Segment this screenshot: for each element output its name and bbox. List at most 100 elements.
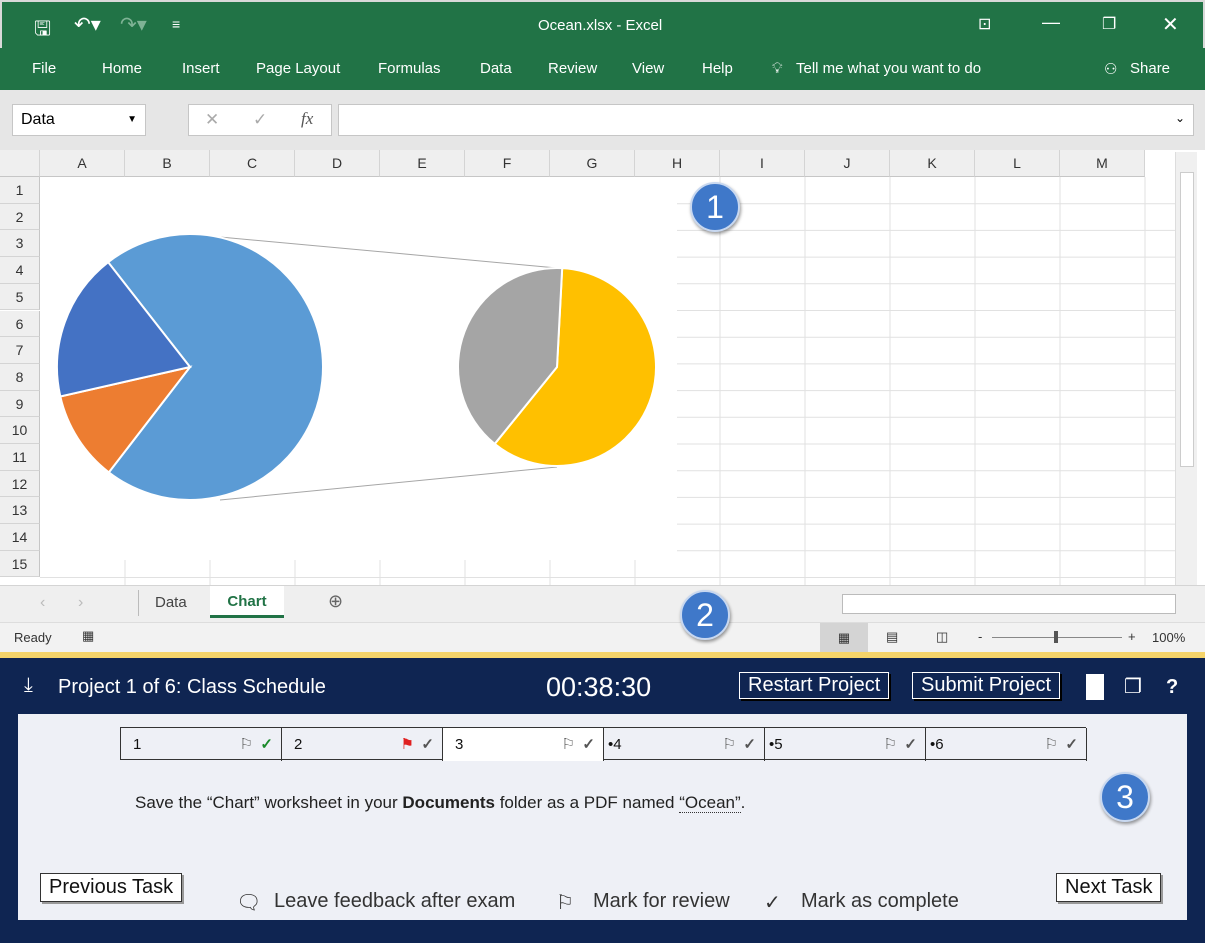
tab-file[interactable]: File xyxy=(32,60,57,77)
close-icon[interactable]: ✕ xyxy=(1162,14,1179,36)
row-header-15[interactable]: 15 xyxy=(0,550,40,578)
page-layout-view-icon[interactable]: ▤ xyxy=(886,629,899,644)
leave-feedback-button[interactable]: Leave feedback after exam xyxy=(274,890,516,912)
macro-icon[interactable]: ▦ xyxy=(82,628,95,643)
column-header-M[interactable]: M xyxy=(1060,150,1145,177)
page-break-view-icon[interactable]: ◫ xyxy=(936,629,949,644)
flag-icon[interactable]: ⚐ xyxy=(722,736,736,753)
sheet-tab-chart[interactable]: Chart xyxy=(210,586,284,618)
column-header-I[interactable]: I xyxy=(720,150,805,177)
formula-input[interactable]: ⌄ xyxy=(338,104,1194,136)
undo-icon[interactable]: ↶▾ xyxy=(74,14,101,36)
tab-insert[interactable]: Insert xyxy=(182,60,220,77)
pie-of-pie-chart[interactable] xyxy=(40,177,677,560)
check-icon[interactable]: ✓ xyxy=(743,736,756,753)
row-header-12[interactable]: 12 xyxy=(0,470,40,498)
cancel-icon[interactable]: ✕ xyxy=(205,110,220,129)
redo-icon[interactable]: ↷▾ xyxy=(120,14,147,36)
task-tab-2[interactable]: 2 ⚑ ✓ xyxy=(282,728,443,761)
row-header-1[interactable]: 1 xyxy=(0,177,40,204)
scroll-thumb[interactable] xyxy=(1180,172,1194,467)
window-toggle-icon[interactable]: ❐ xyxy=(1124,676,1142,698)
row-header-8[interactable]: 8 xyxy=(0,363,40,391)
column-header-E[interactable]: E xyxy=(380,150,465,177)
tab-view[interactable]: View xyxy=(632,60,665,77)
sheet-tab-data[interactable]: Data xyxy=(155,594,187,611)
help-button[interactable]: ? xyxy=(1166,676,1179,698)
flag-icon[interactable]: ⚐ xyxy=(239,736,253,753)
check-icon[interactable]: ✓ xyxy=(764,892,781,914)
row-header-7[interactable]: 7 xyxy=(0,337,40,364)
add-sheet-icon[interactable]: ⊕ xyxy=(328,591,344,611)
save-icon[interactable]: 🖫 xyxy=(34,18,52,40)
check-icon[interactable]: ✓ xyxy=(904,736,917,753)
task-tab-1[interactable]: 1 ⚐ ✓ xyxy=(121,728,282,761)
zoom-slider[interactable] xyxy=(992,631,1122,643)
pin-icon[interactable]: ⤓ xyxy=(24,674,33,696)
column-header-F[interactable]: F xyxy=(465,150,550,177)
task-tab-4[interactable]: •4 ⚐ ✓ xyxy=(604,728,765,761)
main-pie-slice-0[interactable] xyxy=(106,233,324,501)
tab-review[interactable]: Review xyxy=(548,60,598,77)
name-box[interactable]: Data ▼ xyxy=(12,104,146,136)
row-header-13[interactable]: 13 xyxy=(0,497,40,525)
row-header-10[interactable]: 10 xyxy=(0,417,40,444)
vertical-scrollbar[interactable] xyxy=(1175,152,1197,585)
column-header-K[interactable]: K xyxy=(890,150,975,177)
next-task-button[interactable]: Next Task xyxy=(1056,873,1162,902)
tab-help[interactable]: Help xyxy=(702,60,733,77)
tab-page-layout[interactable]: Page Layout xyxy=(256,60,341,77)
zoom-out-button[interactable]: - xyxy=(978,629,983,644)
chevron-down-icon[interactable]: ▼ xyxy=(127,114,137,125)
zoom-level[interactable]: 100% xyxy=(1152,630,1186,645)
check-icon[interactable]: ✓ xyxy=(260,736,273,753)
calculator-icon[interactable] xyxy=(1086,674,1104,700)
horizontal-scrollbar[interactable] xyxy=(842,594,1176,614)
check-icon[interactable]: ✓ xyxy=(582,736,595,753)
restore-icon[interactable]: ❐ xyxy=(1102,16,1117,33)
share-button[interactable]: Share xyxy=(1130,60,1171,77)
flag-icon[interactable]: ⚐ xyxy=(883,736,897,753)
secondary-pie-slice-1[interactable] xyxy=(457,267,564,446)
flag-icon[interactable]: ⚑ xyxy=(400,736,414,753)
prev-sheet-icon[interactable]: ‹ xyxy=(40,594,46,611)
column-header-A[interactable]: A xyxy=(40,150,125,177)
mark-complete-button[interactable]: Mark as complete xyxy=(801,890,959,912)
column-header-H[interactable]: H xyxy=(635,150,720,177)
column-header-L[interactable]: L xyxy=(975,150,1060,177)
row-header-4[interactable]: 4 xyxy=(0,257,40,284)
main-pie-slice-2[interactable] xyxy=(56,260,192,398)
insert-function-icon[interactable]: fx xyxy=(301,109,314,128)
row-header-9[interactable]: 9 xyxy=(0,390,40,418)
row-header-2[interactable]: 2 xyxy=(0,203,40,231)
zoom-slider-thumb[interactable] xyxy=(1054,631,1058,643)
row-header-11[interactable]: 11 xyxy=(0,444,40,471)
column-header-C[interactable]: C xyxy=(210,150,295,177)
expand-formula-icon[interactable]: ⌄ xyxy=(1174,111,1185,125)
minimize-icon[interactable]: — xyxy=(1042,12,1060,32)
mark-for-review-button[interactable]: Mark for review xyxy=(593,890,730,912)
next-sheet-icon[interactable]: › xyxy=(78,594,84,611)
column-header-J[interactable]: J xyxy=(805,150,890,177)
customize-qat-icon[interactable]: ≡ xyxy=(172,16,181,32)
check-icon[interactable]: ✓ xyxy=(421,736,434,753)
flag-icon[interactable]: ⚐ xyxy=(1044,736,1058,753)
task-tab-3[interactable]: 3 ⚐ ✓ xyxy=(443,728,604,761)
row-header-14[interactable]: 14 xyxy=(0,524,40,551)
share-icon[interactable]: ⚇ xyxy=(1104,61,1118,78)
instruction-filename[interactable]: “Ocean” xyxy=(679,793,741,813)
enter-icon[interactable]: ✓ xyxy=(253,110,268,129)
row-header-3[interactable]: 3 xyxy=(0,230,40,258)
row-header-5[interactable]: 5 xyxy=(0,283,40,311)
check-icon[interactable]: ✓ xyxy=(1065,736,1078,753)
chart-area[interactable] xyxy=(40,177,677,560)
tab-formulas[interactable]: Formulas xyxy=(378,60,441,77)
column-header-D[interactable]: D xyxy=(295,150,380,177)
ribbon-display-icon[interactable]: ⊡ xyxy=(978,16,992,33)
task-tab-6[interactable]: •6 ⚐ ✓ xyxy=(926,728,1087,761)
tab-home[interactable]: Home xyxy=(102,60,143,77)
task-tab-5[interactable]: •5 ⚐ ✓ xyxy=(765,728,926,761)
select-all[interactable] xyxy=(0,150,40,177)
flag-icon[interactable]: ⚐ xyxy=(561,736,575,753)
flag-icon[interactable]: ⚐ xyxy=(556,892,574,914)
